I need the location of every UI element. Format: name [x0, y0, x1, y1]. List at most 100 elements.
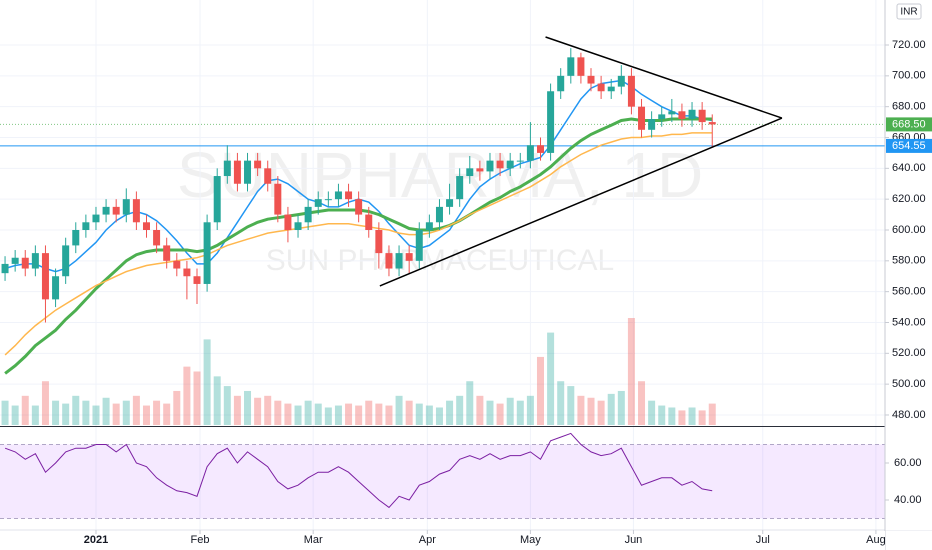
candle-body — [627, 75, 635, 107]
y-tick-label: 720.00 — [892, 39, 926, 51]
volume-bar — [547, 332, 555, 425]
candle-body — [688, 109, 696, 120]
rsi-line — [4, 432, 713, 509]
candle-body — [375, 229, 383, 254]
candle-body — [668, 111, 676, 115]
candle-body — [223, 160, 231, 177]
rsi-tick-label: 60.00 — [894, 457, 922, 469]
candle-body — [435, 206, 443, 223]
volume-bar — [203, 339, 211, 425]
volume-bar — [415, 403, 423, 425]
candle-body — [486, 160, 494, 172]
candle-body — [244, 160, 252, 184]
volume-bar — [456, 395, 464, 425]
y-tick-label: 540.00 — [892, 316, 926, 328]
candle-body — [708, 122, 716, 125]
rsi-tick-label: 40.00 — [894, 494, 922, 506]
candle-body — [314, 199, 322, 207]
volume-bar — [264, 395, 272, 425]
volume-bar — [21, 395, 29, 425]
volume-bar — [173, 390, 181, 425]
candle-body — [163, 245, 171, 261]
x-tick-label: Jun — [625, 534, 643, 546]
candle-body — [72, 229, 80, 246]
candle-body — [516, 160, 524, 162]
candle-body — [526, 145, 534, 161]
x-tick-label: Apr — [419, 534, 436, 546]
candle-body — [658, 114, 666, 120]
volume-bar — [536, 356, 544, 425]
volume-bar — [375, 403, 383, 425]
candle-body — [547, 91, 555, 153]
candle-body — [678, 111, 686, 120]
volume-bar — [163, 403, 171, 425]
volume-bar — [486, 400, 494, 425]
x-tick-label: Feb — [191, 534, 210, 546]
rsi-band — [0, 444, 885, 519]
volume-bar — [607, 393, 615, 425]
volume-bar — [304, 400, 312, 425]
volume-bar — [132, 395, 140, 425]
candle-body — [254, 160, 262, 169]
x-tick-label: Jul — [756, 534, 770, 546]
candle-body — [607, 86, 615, 92]
candle-body — [587, 75, 595, 84]
candle-body — [1, 263, 9, 274]
candle-body — [536, 145, 544, 153]
volume-bar — [365, 400, 373, 425]
trendline — [545, 36, 783, 119]
candle-body — [698, 109, 706, 123]
x-tick-label: Mar — [304, 534, 323, 546]
candle-body — [395, 253, 403, 269]
candle-body — [284, 214, 292, 230]
y-tick-label: 500.00 — [892, 378, 926, 390]
candle-body — [365, 214, 373, 230]
candle-body — [203, 222, 211, 284]
volume-bar — [577, 395, 585, 425]
candle-body — [567, 57, 575, 76]
volume-bar — [496, 403, 504, 425]
y-tick-label: 600.00 — [892, 224, 926, 236]
volume-bar — [52, 400, 60, 425]
candle-body — [304, 206, 312, 223]
volume-bar — [435, 407, 443, 425]
candle-body — [153, 229, 161, 246]
x-tick-label: May — [520, 534, 541, 546]
volume-bar — [82, 400, 90, 425]
y-tick-label: 700.00 — [892, 70, 926, 82]
y-tick-label: 520.00 — [892, 347, 926, 359]
candle-body — [274, 183, 282, 215]
volume-bar — [405, 400, 413, 425]
candle-body — [355, 199, 363, 215]
candle-body — [173, 260, 181, 269]
price-label-box — [886, 138, 932, 153]
y-tick-label: 680.00 — [892, 101, 926, 113]
candle-body — [334, 191, 342, 200]
volume-bar — [597, 400, 605, 425]
x-tick-label: 2021 — [84, 534, 108, 546]
candle-body — [183, 268, 191, 277]
candle-body — [62, 245, 70, 277]
volume-bar — [567, 386, 575, 425]
volume-bar — [11, 405, 19, 425]
candle-body — [82, 222, 90, 230]
y-tick-label: 480.00 — [892, 409, 926, 421]
candle-body — [102, 206, 110, 215]
volume-bar — [274, 400, 282, 425]
volume-bar — [92, 405, 100, 425]
price-label-box — [886, 117, 932, 132]
volume-bar — [1, 400, 9, 425]
volume-bar — [698, 410, 706, 425]
volume-bar — [294, 405, 302, 425]
candle-body — [496, 160, 504, 169]
candle-body — [617, 75, 625, 87]
candle-body — [405, 253, 413, 261]
volume-bar — [112, 403, 120, 425]
volume-bar — [314, 403, 322, 425]
volume-bar — [233, 395, 241, 425]
volume-bar — [506, 397, 514, 425]
candle-body — [233, 160, 241, 184]
